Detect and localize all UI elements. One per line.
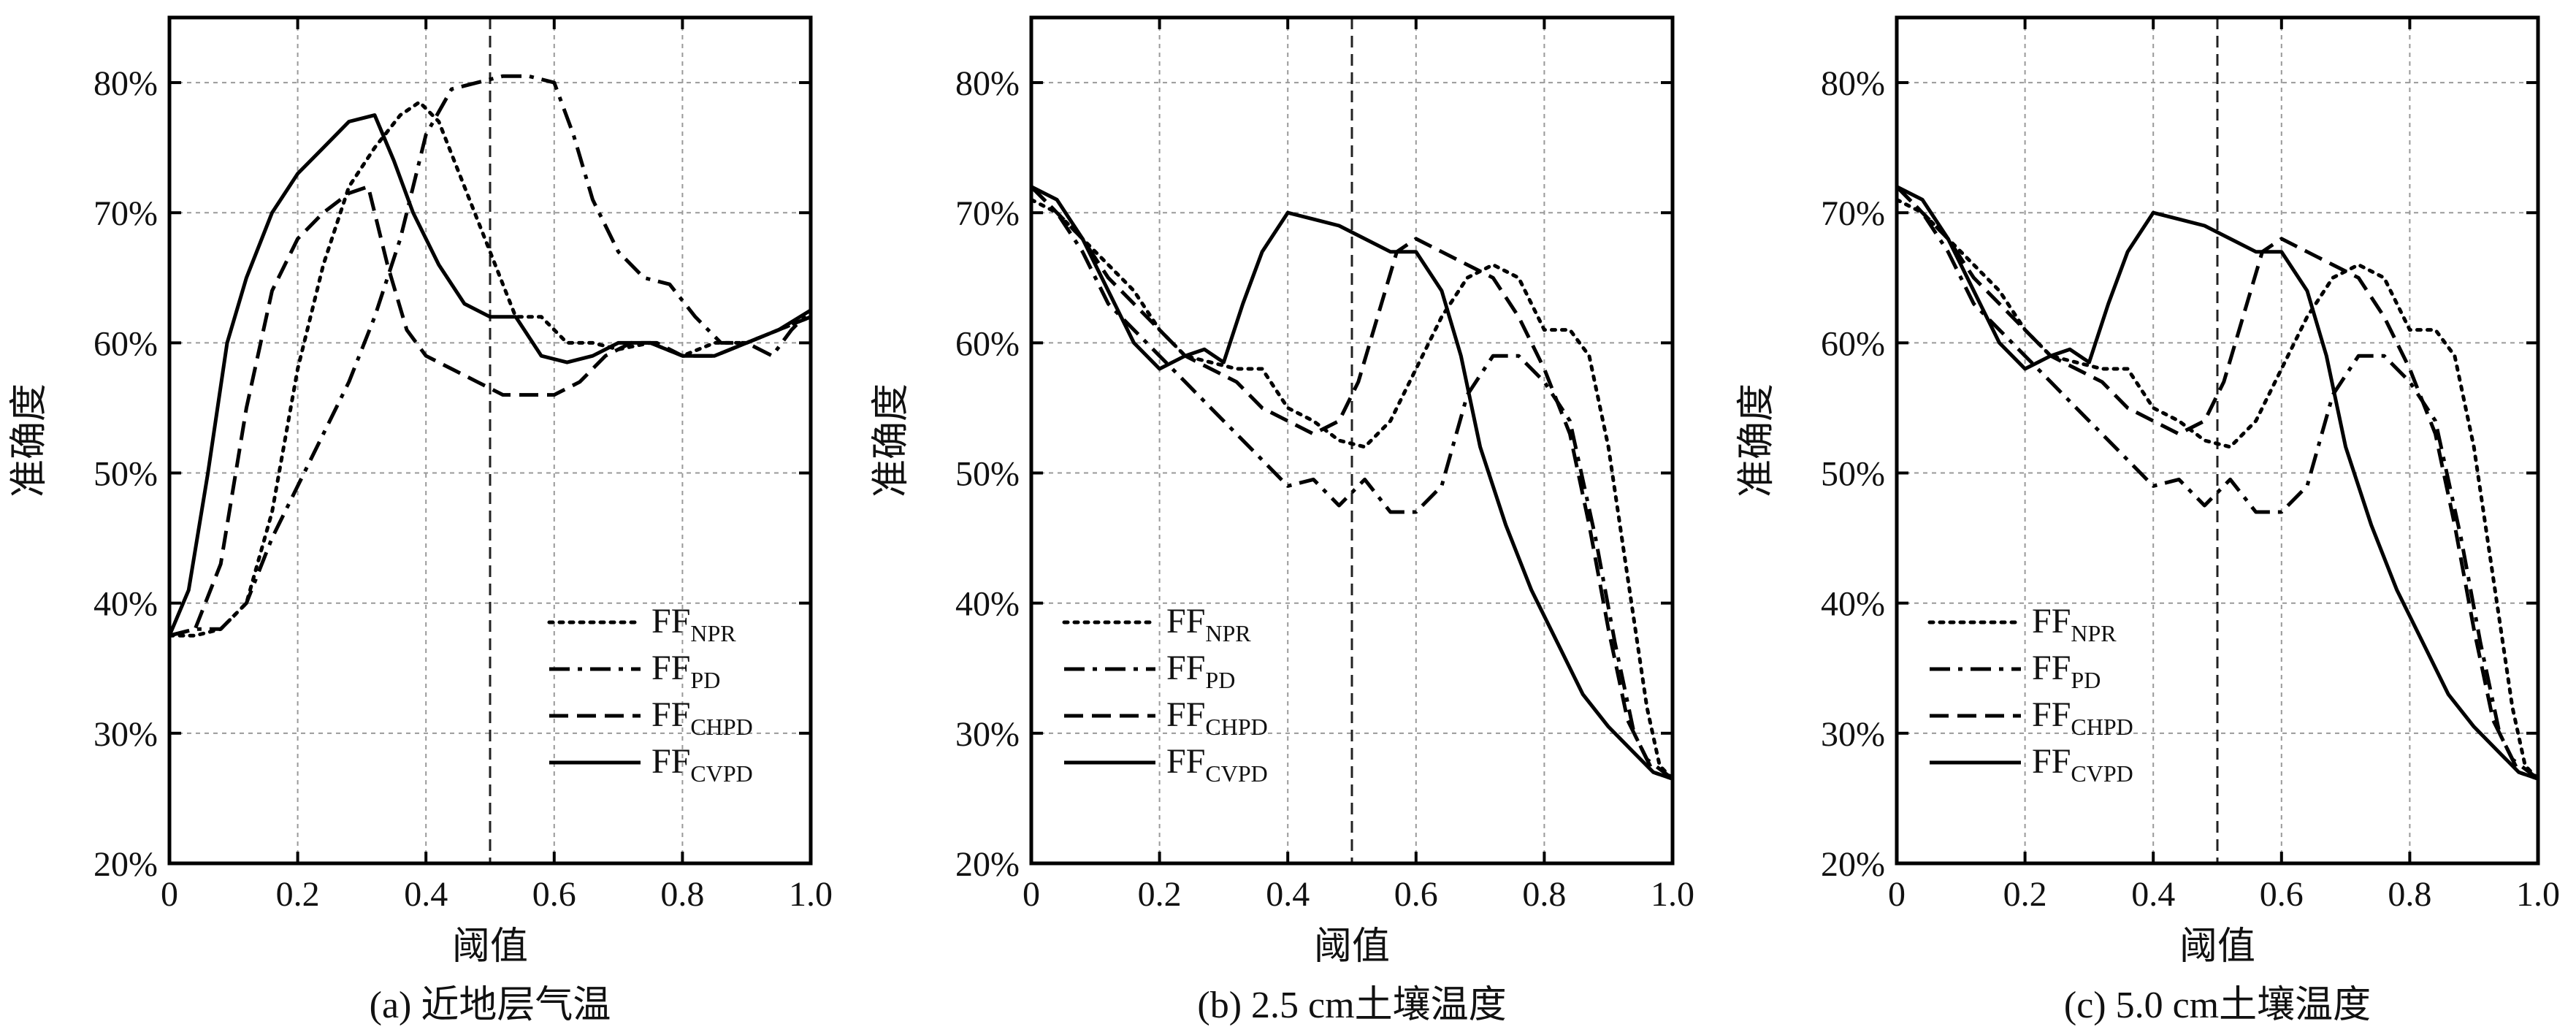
y-tick-label: 60% bbox=[1821, 324, 1885, 363]
plot-frame bbox=[167, 15, 813, 866]
x-axis-title: 阈值 bbox=[452, 926, 528, 968]
legend-label: FFNPR bbox=[1166, 602, 1251, 646]
x-tick-label: 1.0 bbox=[1651, 875, 1694, 914]
y-tick-label: 60% bbox=[93, 324, 158, 363]
y-tick-label: 20% bbox=[1821, 845, 1885, 884]
series-line-ff-cvpd bbox=[167, 113, 812, 637]
y-tick-label: 30% bbox=[1821, 715, 1885, 754]
y-tick-label: 70% bbox=[1821, 194, 1885, 233]
panel-caption: (a) 近地层气温 bbox=[370, 985, 611, 1026]
x-tick-label: 0.8 bbox=[660, 875, 704, 914]
series-line-ff-pd bbox=[1030, 185, 1673, 781]
chart-panel-1: 0 0.2 0.4 0.6 0.8 1.0 20% 30% 40% 50% 60% 70% 80% 阈值 准… bbox=[9, 15, 833, 1026]
y-tick-label: 50% bbox=[1821, 455, 1885, 494]
x-tick-label: 0.2 bbox=[2003, 875, 2047, 914]
x-tick-label: 0.2 bbox=[1138, 875, 1182, 914]
y-tick-label: 40% bbox=[1821, 585, 1885, 624]
y-tick-label: 30% bbox=[93, 715, 158, 754]
y-tick-label: 60% bbox=[955, 324, 1020, 363]
x-tick-label: 0.4 bbox=[2131, 875, 2175, 914]
legend-label: FFCHPD bbox=[1166, 695, 1268, 740]
y-tick-label: 80% bbox=[1821, 64, 1885, 103]
chart-panel-3: 0 0.2 0.4 0.6 0.8 1.0 20% 30% 40% 50% 60% 70% 80% 阈值 准… bbox=[1736, 15, 2560, 1026]
series-line-ff-pd bbox=[1895, 185, 2539, 781]
x-tick-label: 0.8 bbox=[1522, 875, 1566, 914]
plot-frame bbox=[1029, 15, 1675, 866]
series-line-ff-chpd bbox=[1895, 185, 2539, 781]
y-tick-label: 40% bbox=[93, 585, 158, 624]
panel-caption: (c) 5.0 cm土壤温度 bbox=[2064, 985, 2371, 1026]
y-tick-label: 70% bbox=[955, 194, 1020, 233]
y-axis-title: 准确度 bbox=[9, 383, 50, 497]
legend-label: FFCVPD bbox=[2032, 742, 2133, 787]
x-tick-label: 0.4 bbox=[1266, 875, 1310, 914]
x-axis-title: 阈值 bbox=[2179, 926, 2255, 968]
legend-label: FFCHPD bbox=[651, 695, 753, 740]
x-tick-label: 0.4 bbox=[404, 875, 448, 914]
legend-label: FFNPR bbox=[651, 602, 736, 646]
x-axis-title: 阈值 bbox=[1314, 926, 1390, 968]
x-tick-label: 1.0 bbox=[2516, 875, 2560, 914]
y-tick-label: 20% bbox=[93, 845, 158, 884]
series-line-ff-cvpd bbox=[1895, 185, 2539, 781]
legend-label: FFPD bbox=[1166, 649, 1235, 693]
x-tick-label: 0 bbox=[1023, 875, 1040, 914]
series-line-ff-pd bbox=[169, 74, 812, 638]
y-axis-title: 准确度 bbox=[871, 383, 912, 497]
x-tick-label: 0 bbox=[1888, 875, 1906, 914]
y-tick-label: 80% bbox=[955, 64, 1020, 103]
y-tick-label: 50% bbox=[93, 455, 158, 494]
legend-label: FFPD bbox=[2032, 649, 2101, 693]
chart-panel-2: 0 0.2 0.4 0.6 0.8 1.0 20% 30% 40% 50% 60% 70% 80% 阈值 准… bbox=[871, 15, 1694, 1026]
y-axis-title: 准确度 bbox=[1736, 383, 1778, 497]
legend-label: FFCVPD bbox=[1166, 742, 1268, 787]
legend-label: FFPD bbox=[651, 649, 720, 693]
x-tick-label: 1.0 bbox=[789, 875, 833, 914]
x-tick-label: 0.6 bbox=[1394, 875, 1438, 914]
legend-label: FFNPR bbox=[2032, 602, 2117, 646]
series-line-ff-chpd bbox=[1030, 185, 1674, 781]
plot-frame bbox=[1895, 15, 2540, 866]
y-tick-label: 70% bbox=[93, 194, 158, 233]
x-tick-label: 0.2 bbox=[276, 875, 320, 914]
x-tick-label: 0.8 bbox=[2388, 875, 2431, 914]
series-line-ff-npr bbox=[1895, 197, 2540, 781]
legend-label: FFCHPD bbox=[2032, 695, 2133, 740]
series-line-ff-npr bbox=[1029, 197, 1675, 781]
y-tick-label: 20% bbox=[955, 845, 1020, 884]
y-tick-label: 30% bbox=[955, 715, 1020, 754]
y-tick-label: 80% bbox=[93, 64, 158, 103]
x-tick-label: 0.6 bbox=[2260, 875, 2304, 914]
y-tick-label: 40% bbox=[955, 585, 1020, 624]
legend-label: FFCVPD bbox=[651, 742, 753, 787]
y-tick-label: 50% bbox=[955, 455, 1020, 494]
x-tick-label: 0.6 bbox=[532, 875, 576, 914]
panel-caption: (b) 2.5 cm土壤温度 bbox=[1197, 985, 1506, 1026]
series-line-ff-cvpd bbox=[1030, 185, 1673, 781]
x-tick-label: 0 bbox=[161, 875, 178, 914]
